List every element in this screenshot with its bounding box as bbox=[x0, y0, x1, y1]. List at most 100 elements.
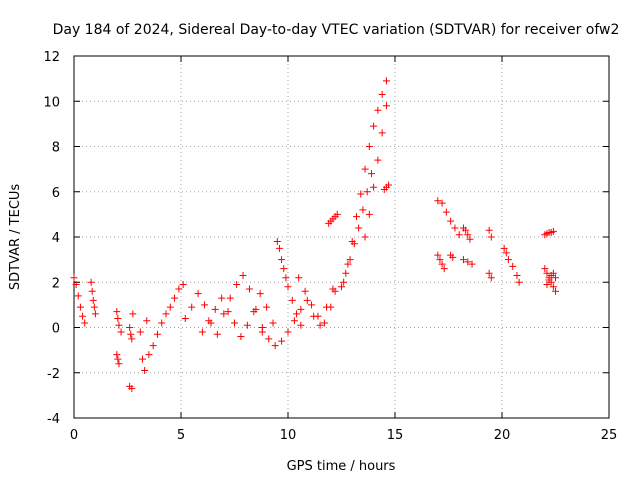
data-point bbox=[243, 321, 251, 329]
data-point bbox=[355, 224, 363, 232]
data-point bbox=[367, 170, 375, 178]
x-tick-label: 20 bbox=[494, 428, 511, 443]
data-point bbox=[374, 106, 382, 114]
data-point bbox=[220, 310, 228, 318]
data-point bbox=[138, 355, 146, 363]
y-tick-label: 10 bbox=[43, 95, 60, 110]
data-point bbox=[549, 269, 557, 277]
data-point bbox=[485, 226, 493, 234]
data-point bbox=[226, 294, 234, 302]
data-point bbox=[468, 260, 476, 268]
data-point bbox=[543, 269, 551, 277]
data-point bbox=[91, 310, 99, 318]
data-point bbox=[333, 210, 341, 218]
data-point bbox=[171, 294, 179, 302]
data-point bbox=[145, 351, 153, 359]
data-point bbox=[382, 77, 390, 85]
series-arc-19h-b bbox=[485, 269, 495, 282]
x-axis-label: GPS time / hours bbox=[287, 459, 396, 474]
data-point bbox=[115, 321, 123, 329]
data-point bbox=[340, 278, 348, 286]
series-early-arc-c bbox=[113, 308, 125, 336]
data-point bbox=[502, 249, 510, 257]
data-point bbox=[464, 258, 472, 266]
data-point bbox=[218, 294, 226, 302]
data-point bbox=[500, 244, 508, 252]
data-points bbox=[70, 77, 559, 393]
data-point bbox=[271, 342, 279, 350]
data-point bbox=[179, 281, 187, 289]
data-point bbox=[487, 233, 495, 241]
series-mid-cluster-b bbox=[198, 290, 277, 341]
data-point bbox=[464, 231, 472, 239]
data-point bbox=[141, 366, 149, 374]
data-point bbox=[224, 308, 232, 316]
data-point bbox=[327, 303, 335, 311]
data-point bbox=[449, 253, 457, 261]
data-point bbox=[269, 319, 277, 327]
data-point bbox=[158, 319, 166, 327]
data-point bbox=[213, 330, 221, 338]
data-point bbox=[385, 181, 393, 189]
series-early-arc-e bbox=[126, 310, 137, 343]
data-point bbox=[114, 355, 122, 363]
series-late-14h bbox=[380, 181, 393, 193]
data-point bbox=[256, 290, 264, 298]
data-point bbox=[117, 328, 125, 336]
data-point bbox=[88, 287, 96, 295]
data-point bbox=[374, 156, 382, 164]
data-point bbox=[466, 235, 474, 243]
series-arc-19h bbox=[485, 226, 495, 241]
data-point bbox=[436, 256, 444, 264]
data-point bbox=[128, 335, 136, 343]
data-point bbox=[459, 256, 467, 264]
series-arc-22h-a bbox=[541, 227, 557, 239]
data-point bbox=[113, 351, 121, 359]
data-point bbox=[543, 281, 551, 289]
data-point bbox=[149, 342, 157, 350]
data-point bbox=[378, 90, 386, 98]
series-rise-arc bbox=[145, 281, 187, 359]
data-point bbox=[293, 310, 301, 318]
x-tick-label: 0 bbox=[70, 428, 78, 443]
data-point bbox=[89, 296, 97, 304]
data-point bbox=[320, 319, 328, 327]
data-point bbox=[87, 278, 95, 286]
data-point bbox=[352, 213, 360, 221]
data-point bbox=[442, 208, 450, 216]
data-point bbox=[79, 312, 87, 320]
x-tick-label: 15 bbox=[387, 428, 404, 443]
data-point bbox=[361, 165, 369, 173]
data-point bbox=[74, 292, 82, 300]
data-point bbox=[303, 296, 311, 304]
data-point bbox=[127, 330, 135, 338]
data-point bbox=[129, 310, 137, 318]
data-point bbox=[162, 310, 170, 318]
data-point bbox=[181, 314, 189, 322]
data-point bbox=[284, 283, 292, 291]
data-point bbox=[237, 333, 245, 341]
data-point bbox=[273, 238, 281, 246]
data-point bbox=[365, 210, 373, 218]
y-tick-label: 0 bbox=[52, 322, 60, 337]
data-point bbox=[114, 314, 122, 322]
data-point bbox=[365, 143, 373, 150]
data-point bbox=[434, 251, 442, 259]
data-point bbox=[549, 283, 557, 291]
data-point bbox=[552, 287, 559, 295]
axis-ticks: 0 5 10 15 20 25 -4 -2 0 2 4 6 8 10 12 bbox=[43, 50, 617, 443]
series-arc-12h bbox=[325, 210, 341, 227]
data-point bbox=[359, 206, 367, 214]
data-point bbox=[282, 274, 290, 282]
data-point bbox=[297, 305, 305, 313]
series-arc-22h-c bbox=[543, 269, 559, 289]
data-point bbox=[76, 303, 84, 311]
series-steep-rise-c bbox=[361, 102, 390, 241]
data-point bbox=[90, 303, 98, 311]
data-point bbox=[342, 269, 350, 277]
data-point bbox=[552, 274, 559, 282]
data-point bbox=[278, 337, 286, 345]
data-point bbox=[233, 281, 241, 289]
data-point bbox=[350, 240, 358, 248]
data-point bbox=[338, 283, 345, 291]
